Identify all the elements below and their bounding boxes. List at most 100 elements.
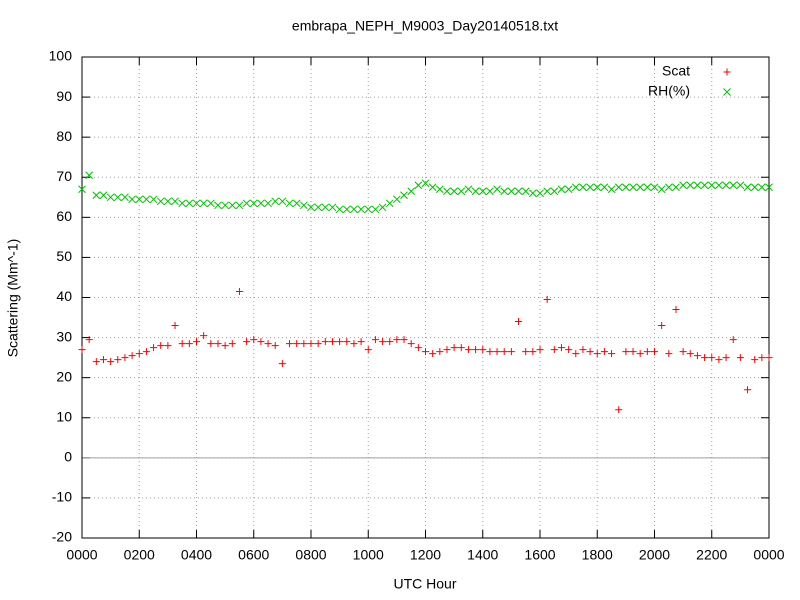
y-tick-label: 10 (56, 408, 72, 424)
data-point (257, 199, 265, 208)
data-point (500, 348, 508, 356)
data-point (614, 183, 623, 192)
data-point (471, 187, 480, 196)
data-point (536, 189, 544, 198)
data-point (743, 183, 752, 192)
data-point (615, 406, 623, 414)
x-tick-label: 1200 (410, 547, 441, 563)
data-point (436, 348, 444, 356)
data-point (350, 340, 358, 348)
y-tick-label: 50 (56, 248, 72, 264)
data-point (636, 183, 645, 192)
data-point (679, 181, 687, 190)
data-point (629, 183, 637, 192)
data-point (343, 338, 351, 346)
data-point (393, 195, 401, 204)
data-point (414, 344, 422, 352)
data-point (450, 187, 458, 196)
y-tick-label: 30 (56, 328, 72, 344)
data-point (92, 358, 100, 366)
data-point (757, 183, 766, 192)
x-tick-label: 0400 (181, 547, 212, 563)
data-point (257, 338, 265, 346)
data-point (292, 199, 301, 208)
data-point (106, 193, 115, 202)
data-point (206, 199, 215, 208)
data-point (78, 185, 86, 194)
data-point (178, 199, 187, 208)
data-point (121, 193, 129, 202)
data-point (443, 187, 451, 196)
data-point (321, 203, 330, 212)
data-point (536, 346, 544, 354)
data-point (328, 338, 336, 346)
data-point (185, 340, 193, 348)
data-point (307, 340, 315, 348)
data-point (264, 340, 272, 348)
data-point (221, 201, 229, 210)
chart-title: embrapa_NEPH_M9003_Day20140518.txt (292, 18, 558, 34)
data-point (92, 191, 101, 200)
x-tick-label: 0600 (238, 547, 269, 563)
data-point (607, 185, 616, 194)
data-point (593, 350, 601, 358)
data-point (543, 187, 552, 196)
data-point (472, 346, 480, 354)
data-point (286, 340, 294, 348)
data-point (622, 348, 630, 356)
data-point (579, 346, 587, 354)
data-point (214, 201, 222, 210)
x-tick-label: 0200 (124, 547, 155, 563)
data-point (400, 336, 408, 344)
data-point (328, 203, 337, 212)
data-point (486, 348, 494, 356)
legend-symbol (723, 88, 731, 96)
data-point (221, 342, 229, 350)
data-point (586, 348, 594, 356)
data-point (643, 348, 651, 356)
data-point (207, 340, 215, 348)
data-point (515, 318, 523, 326)
data-point (271, 197, 280, 206)
data-point (350, 205, 358, 214)
data-point (564, 185, 573, 194)
data-point (278, 197, 287, 206)
data-point (178, 340, 186, 348)
data-point (336, 338, 344, 346)
data-point (429, 350, 437, 358)
data-point (114, 356, 122, 364)
data-point (700, 181, 709, 190)
data-point (579, 183, 587, 192)
data-point (715, 356, 723, 364)
data-point (300, 340, 308, 348)
data-point (543, 296, 551, 304)
data-point (414, 181, 423, 190)
data-point (679, 348, 687, 356)
data-point (422, 348, 429, 356)
data-point (99, 191, 108, 200)
data-point (371, 205, 380, 214)
data-point (651, 348, 658, 356)
data-point (736, 181, 745, 190)
data-point (156, 197, 165, 206)
data-point (128, 195, 136, 204)
data-point (708, 354, 716, 362)
data-point (149, 195, 158, 204)
y-tick-label: 20 (56, 368, 72, 384)
legend-symbol (723, 68, 731, 76)
data-point (729, 181, 738, 190)
data-point (407, 340, 415, 348)
data-point (751, 356, 759, 364)
data-point (765, 183, 773, 192)
data-point (364, 205, 373, 214)
legend-label: Scat (662, 63, 690, 79)
x-tick-label: 1800 (582, 547, 613, 563)
y-tick-label: -20 (52, 529, 72, 545)
data-point (192, 199, 201, 208)
data-point (314, 203, 323, 212)
data-point (478, 187, 487, 196)
data-point (199, 199, 208, 208)
data-point (507, 187, 516, 196)
data-point (464, 185, 473, 194)
data-point (572, 350, 580, 358)
